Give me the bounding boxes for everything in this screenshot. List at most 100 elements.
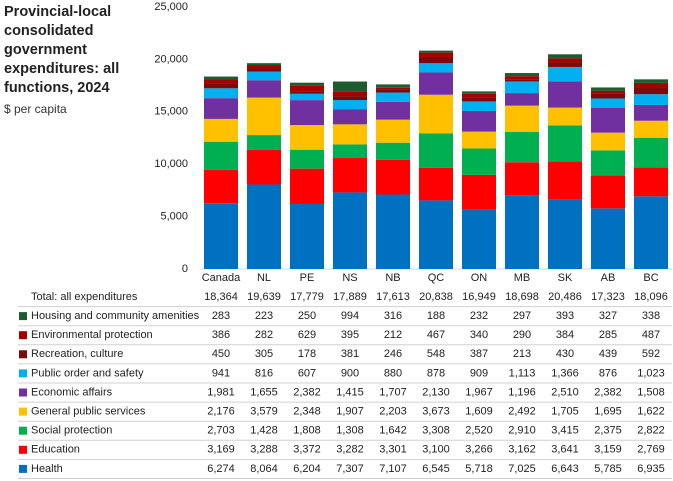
table-cell: 297 [513,310,531,322]
bar-segment [462,93,496,98]
bar-segment [204,170,238,204]
bar-segment [591,93,625,99]
table-cell: 3,308 [422,425,450,437]
table-cell: 3,641 [551,444,579,456]
table-cell: 6,545 [422,463,450,475]
table-cell: 290 [513,329,531,341]
table-cell: 282 [255,329,273,341]
bar-segment [376,119,410,143]
bar-segment [247,150,281,185]
table-cell: 450 [212,348,230,360]
table-cell: 1,907 [336,406,364,418]
table-cell: 283 [212,310,230,322]
x-tick-label: NS [342,272,357,284]
chart-title: Provincial-local consolidated government… [4,4,120,96]
bar-segment [548,58,582,63]
bar-segment [333,91,367,97]
bar-segment [634,94,668,105]
table-cell: 395 [341,329,359,341]
x-tick-label: SK [558,272,573,284]
bar-segment [591,98,625,108]
table-row-label: General public services [31,406,146,418]
table-cell: 1,196 [508,386,536,398]
table-cell: 3,159 [594,444,622,456]
x-tick-label: AB [601,272,616,284]
table-cell: 7,107 [379,463,407,475]
table-cell: 178 [298,348,316,360]
table-cell: 2,348 [293,406,321,418]
table-cell: 384 [556,329,574,341]
table-cell: 3,266 [465,444,493,456]
table-cell: 878 [427,367,445,379]
table-cell: 2,130 [422,386,450,398]
legend-swatch [19,407,27,416]
bar-segment [634,104,668,121]
y-tick-label: 10,000 [154,158,188,170]
bar-segment [376,89,410,93]
x-tick-label: Canada [202,272,241,284]
legend-swatch [19,388,27,397]
bar-segment [247,71,281,81]
bar-segment [204,76,238,80]
bar-segment [634,82,668,88]
table-cell: 1,981 [207,386,235,398]
bar-segment [505,81,539,94]
bar-segment [591,90,625,94]
bar-segment [591,87,625,91]
table-row-label: Environmental protection [31,329,153,341]
table-cell: 18,096 [634,291,668,303]
table-cell: 327 [599,310,617,322]
bar-segment [548,54,582,59]
table-cell: 3,169 [207,444,235,456]
bar-segment [462,148,496,175]
y-tick-label: 20,000 [154,53,188,65]
table-cell: 2,822 [637,425,665,437]
bar-segment [290,82,324,86]
bar-segment [591,150,625,176]
table-cell: 1,609 [465,406,493,418]
table-row-label: Education [31,444,80,456]
table-cell: 305 [255,348,273,360]
table-cell: 338 [642,310,660,322]
bar-segment [591,132,625,151]
table-cell: 17,779 [290,291,324,303]
table-cell: 18,698 [505,291,539,303]
bar-segment [376,194,410,269]
bar-segment [247,97,281,136]
bar-segment [204,83,238,89]
bar-segment [290,168,324,204]
bar-segment [376,159,410,195]
table-cell: 2,375 [594,425,622,437]
table-cell: 7,307 [336,463,364,475]
bar-segment [634,87,668,95]
table-cell: 20,838 [419,291,453,303]
bar-segment [634,137,668,168]
x-tick-label: PE [300,272,315,284]
table-cell: 816 [255,367,273,379]
bar-segment [290,91,324,94]
bar-segment [548,161,582,200]
y-tick-label: 0 [182,263,188,275]
table-cell: 2,382 [594,386,622,398]
table-cell: 467 [427,329,445,341]
legend-swatch [19,445,27,454]
table-cell: 213 [513,348,531,360]
legend-swatch [19,369,27,378]
bar-segment [462,209,496,269]
table-row-label: Housing and community amenities [31,310,200,322]
table-cell: 1,508 [637,386,665,398]
table-cell: 1,113 [509,367,536,379]
bar-segment [376,84,410,88]
bar-segment [462,110,496,132]
table-cell: 188 [427,310,445,322]
table-cell: 3,282 [336,444,364,456]
table-cell: 430 [556,348,574,360]
table-cell: 6,643 [551,463,579,475]
table-cell: 285 [599,329,617,341]
table-cell: 1,428 [250,425,278,437]
table-cell: 1,655 [250,386,278,398]
table-row-label: Public order and safety [31,367,144,379]
table-cell: 6,204 [293,463,321,475]
bar-segment [505,105,539,132]
table-cell: 17,323 [591,291,625,303]
